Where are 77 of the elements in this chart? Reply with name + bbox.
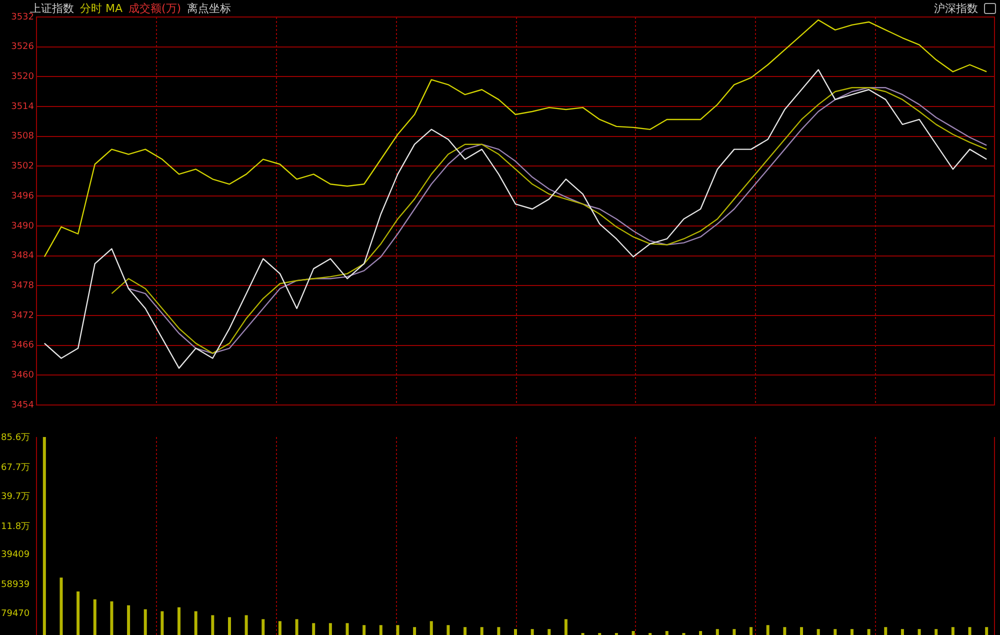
bar (60, 578, 63, 635)
y-tick-label: 3496 (11, 191, 34, 202)
y-tick-label: 3514 (11, 102, 34, 112)
text: 11.8万 (1, 521, 30, 534)
bar (127, 605, 130, 635)
y-tick-label: 3526 (11, 42, 34, 52)
bar (110, 601, 114, 635)
bar (379, 625, 382, 635)
y-tick-label: 3454 (11, 400, 34, 410)
bar (430, 621, 433, 635)
bar (783, 627, 786, 635)
bar (665, 631, 668, 635)
bar (328, 623, 332, 635)
bar (144, 609, 147, 635)
bar (766, 625, 770, 635)
y-tick-label: 3508 (11, 132, 34, 142)
bar (867, 629, 870, 635)
y-tick-label: 3520 (11, 72, 34, 82)
bar (816, 629, 820, 635)
bar (278, 621, 282, 635)
bar (244, 615, 248, 635)
bar (716, 629, 719, 635)
y-tick-label: 3472 (11, 310, 34, 321)
bar (42, 437, 46, 635)
bar (834, 629, 837, 635)
bar (918, 629, 921, 635)
bar (750, 627, 753, 635)
bar (632, 631, 635, 635)
bar (76, 591, 80, 635)
bar (884, 627, 888, 635)
bar (312, 623, 316, 635)
text: 67.7万 (1, 462, 30, 474)
y-tick-label: 3466 (11, 340, 34, 351)
bar (178, 607, 181, 635)
text: 39409 (1, 550, 30, 560)
y-tick-label: 3460 (11, 370, 34, 380)
bar (346, 623, 349, 635)
text: 39.7万 (1, 491, 30, 504)
bar (160, 611, 164, 635)
bar (446, 625, 450, 635)
bar (564, 619, 568, 635)
bar (295, 619, 298, 635)
bar (850, 629, 854, 635)
bar (985, 627, 988, 635)
bar (968, 627, 972, 635)
bar (497, 627, 500, 635)
bar (514, 629, 517, 635)
y-tick-label: 3490 (11, 221, 34, 232)
text: 沪深指数 (934, 1, 978, 16)
y-tick-label: 3484 (11, 251, 34, 262)
bar (732, 629, 736, 635)
y-tick-label: 3478 (11, 280, 34, 291)
bar (934, 629, 938, 635)
bar (464, 627, 467, 635)
bar (530, 629, 534, 635)
bar (900, 629, 904, 635)
bar (800, 627, 804, 635)
text: 58939 (1, 580, 30, 590)
y-tick-label: 3502 (11, 162, 34, 172)
text: 分时 MA (80, 2, 123, 15)
text: 79470 (1, 609, 30, 620)
text: 离点坐标 (187, 2, 232, 15)
bar (194, 611, 198, 635)
bar (699, 631, 702, 635)
text: 成交额(万) (128, 2, 182, 15)
bar (480, 627, 484, 635)
bar (262, 619, 265, 635)
bar (413, 627, 416, 635)
bar (396, 625, 400, 635)
text: 85.6万 (1, 432, 30, 444)
bar (228, 617, 231, 635)
bar (362, 625, 366, 635)
bar (93, 599, 96, 635)
bar (211, 615, 214, 635)
bar (548, 629, 551, 635)
bar (951, 627, 954, 635)
y-tick-label: 3532 (11, 12, 34, 22)
